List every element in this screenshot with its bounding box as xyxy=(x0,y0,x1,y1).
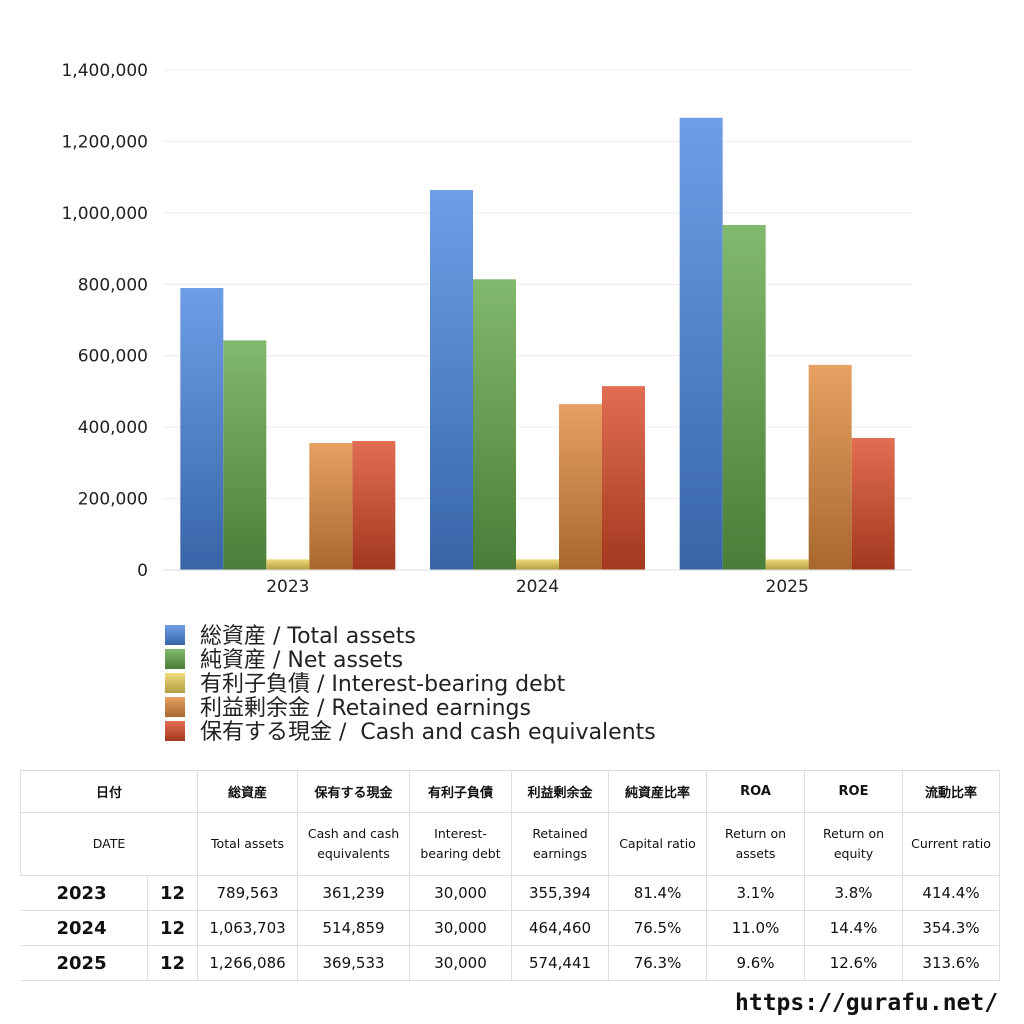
y-tick-label: 1,200,000 xyxy=(61,132,148,152)
table-cell: 12 xyxy=(146,945,199,981)
y-tick-label: 800,000 xyxy=(78,275,148,295)
table-cell: 利益剰余金 xyxy=(511,770,610,813)
table-row: 2024 12 1,063,703 514,859 30,000 464,460 76.5%… xyxy=(20,910,1001,946)
bar xyxy=(808,364,852,570)
table-cell: ROA xyxy=(706,770,806,813)
table-cell: Current ratio xyxy=(902,812,1001,876)
table-cell: 354.3% xyxy=(902,910,1001,946)
table-cell: 2024 xyxy=(20,910,148,946)
bar xyxy=(309,443,353,570)
table-cell: 1,266,086 xyxy=(197,945,299,981)
y-tick-label: 0 xyxy=(137,561,148,581)
table-cell: 3.1% xyxy=(706,875,806,911)
bar xyxy=(180,288,224,570)
y-tick-label: 1,000,000 xyxy=(61,204,148,224)
y-tick-label: 400,000 xyxy=(78,418,148,438)
table-row: 2025 12 1,266,086 369,533 30,000 574,441 76.3%… xyxy=(20,945,1001,981)
table-row: 日付 総資産 保有する現金 有利子負債 利益剰余金 純資産比率 ROA ROE 流動比率 xyxy=(19,770,1001,813)
legend-swatch xyxy=(165,697,185,717)
bar xyxy=(430,190,473,570)
table-cell: 30,000 xyxy=(409,875,513,911)
table-cell: DATE xyxy=(19,812,199,876)
table-cell: 3.8% xyxy=(804,875,904,911)
table-cell: Return on assets xyxy=(706,812,806,876)
table-cell: 総資産 xyxy=(197,770,299,813)
table-cell: 514,859 xyxy=(297,910,411,946)
table-cell: 76.3% xyxy=(608,945,708,981)
bar xyxy=(223,340,267,570)
table-cell: Cash and cash equivalents xyxy=(297,812,411,876)
table-row: DATE Total assets Cash and cash equivalent… xyxy=(19,812,1001,876)
table-cell: 464,460 xyxy=(511,910,610,946)
legend-swatch xyxy=(165,721,185,741)
table-cell: 789,563 xyxy=(197,875,299,911)
legend-swatch xyxy=(165,649,185,669)
x-tick-label: 2025 xyxy=(766,577,809,597)
y-tick-label: 1,400,000 xyxy=(61,61,148,81)
table-cell: Interest-bearing debt xyxy=(409,812,513,876)
table-cell: 日付 xyxy=(19,770,199,813)
table-cell: 12 xyxy=(146,875,199,911)
table-cell: 1,063,703 xyxy=(197,910,299,946)
y-tick-label: 600,000 xyxy=(78,347,148,367)
bar xyxy=(352,440,396,570)
table-cell: 574,441 xyxy=(511,945,610,981)
x-tick-label: 2024 xyxy=(516,577,559,597)
table-cell: 11.0% xyxy=(706,910,806,946)
table-cell: 保有する現金 xyxy=(297,770,411,813)
table-cell: 81.4% xyxy=(608,875,708,911)
data-table: 日付 総資産 保有する現金 有利子負債 利益剰余金 純資産比率 ROA ROE 流動比率 DATE… xyxy=(19,770,1001,981)
table-cell: 313.6% xyxy=(902,945,1001,981)
table-row: 2023 12 789,563 361,239 30,000 355,394 81.4% 3.… xyxy=(20,875,1001,911)
legend-label: 有利子負債 / Interest-bearing debt xyxy=(200,672,566,697)
table-cell: Total assets xyxy=(197,812,299,876)
table-cell: 12 xyxy=(146,910,199,946)
bar xyxy=(765,559,809,570)
table-cell: 12.6% xyxy=(804,945,904,981)
bar xyxy=(473,279,516,570)
table-cell: 30,000 xyxy=(409,945,513,981)
table-cell: 流動比率 xyxy=(902,770,1001,813)
legend-swatch xyxy=(165,625,185,645)
table-cell: 369,533 xyxy=(297,945,411,981)
bar xyxy=(266,559,310,570)
bar xyxy=(516,559,559,570)
y-tick-label: 200,000 xyxy=(78,490,148,510)
table-cell: Capital ratio xyxy=(608,812,708,876)
table-cell: 14.4% xyxy=(804,910,904,946)
chart: 0 200,000 400,000 600,000 800,000 1,000,000 1,… xyxy=(61,61,912,745)
table-cell: 30,000 xyxy=(409,910,513,946)
table-cell: 9.6% xyxy=(706,945,806,981)
legend-label: 純資産 / Net assets xyxy=(200,648,403,673)
footer-url: https://gurafu.net/ xyxy=(735,990,999,1016)
bar xyxy=(559,404,602,570)
table-cell: 414.4% xyxy=(902,875,1001,911)
table-cell: 355,394 xyxy=(511,875,610,911)
bar xyxy=(602,386,645,570)
legend-label: 利益剰余金 / Retained earnings xyxy=(200,696,531,721)
bar xyxy=(679,117,723,571)
bar xyxy=(722,225,766,570)
table-cell: 2025 xyxy=(20,945,148,981)
table-cell: 2023 xyxy=(20,875,148,911)
table-cell: Retained earnings xyxy=(511,812,610,876)
legend-label: 保有する現金 / Cash and cash equivalents xyxy=(200,720,656,745)
table-cell: Return on equity xyxy=(804,812,904,876)
legend-label: 総資産 / Total assets xyxy=(200,624,416,649)
table-cell: 361,239 xyxy=(297,875,411,911)
bar xyxy=(851,438,895,570)
table-cell: 純資産比率 xyxy=(608,770,708,813)
legend-swatch xyxy=(165,673,185,693)
table-cell: 76.5% xyxy=(608,910,708,946)
table-cell: ROE xyxy=(804,770,904,813)
x-tick-label: 2023 xyxy=(266,577,309,597)
table-cell: 有利子負債 xyxy=(409,770,513,813)
